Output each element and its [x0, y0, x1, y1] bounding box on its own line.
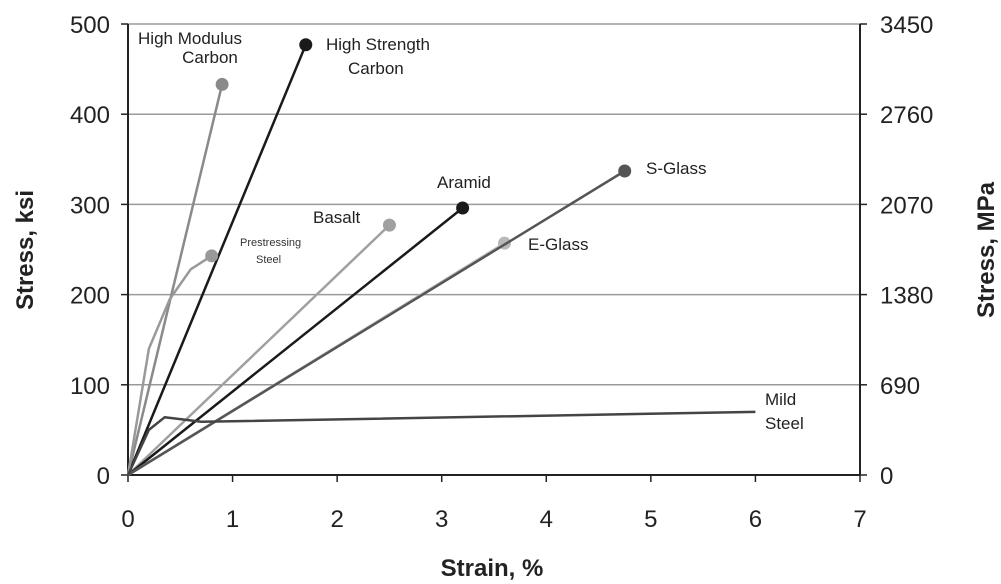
- y2-tick-label: 1380: [880, 283, 933, 310]
- y2-tick-label: 690: [880, 373, 920, 400]
- series-label-e-glass: E-Glass: [528, 235, 588, 254]
- end-marker-high-modulus-carbon: [215, 77, 229, 91]
- series-line-s-glass: [127, 169, 626, 477]
- series-label-mild-steel: Mild: [765, 390, 796, 409]
- y-tick-label: 100: [70, 373, 110, 400]
- end-marker-basalt: [382, 218, 396, 232]
- x-axis-title: Strain, %: [441, 555, 544, 582]
- gridlines: [128, 23, 860, 386]
- y2-tick-label: 2760: [880, 102, 933, 129]
- x-tick-label: 3: [435, 506, 448, 533]
- y2-tick-label: 0: [880, 463, 893, 490]
- x-tick-label: 5: [644, 506, 657, 533]
- y2-tick-label: 2070: [880, 192, 933, 219]
- y2-axis-title: Stress, MPa: [973, 181, 1000, 318]
- axes: [121, 23, 867, 482]
- series-line-high-modulus-carbon: [126, 84, 224, 476]
- series-line-aramid: [127, 207, 464, 476]
- x-tick-label: 7: [853, 506, 866, 533]
- series-label-aramid: Aramid: [437, 173, 491, 192]
- series-label-s-glass: S-Glass: [646, 159, 706, 178]
- x-tick-label: 0: [121, 506, 134, 533]
- series-group: [126, 38, 756, 477]
- y-tick-label: 300: [70, 192, 110, 219]
- series-label-prestressing-steel: Steel: [256, 254, 281, 266]
- series-label-basalt: Basalt: [313, 208, 361, 227]
- end-marker-aramid: [456, 201, 470, 215]
- y-tick-label: 200: [70, 283, 110, 310]
- series-line-basalt: [127, 224, 391, 476]
- x-tick-label: 4: [540, 506, 553, 533]
- y-tick-label: 0: [97, 463, 110, 490]
- end-marker-prestressing-steel: [205, 249, 219, 263]
- x-tick-label: 1: [226, 506, 239, 533]
- y-tick-label: 400: [70, 102, 110, 129]
- end-marker-s-glass: [618, 164, 632, 178]
- series-label-prestressing-steel: Prestressing: [240, 237, 301, 249]
- series-label-high-modulus-carbon: High Modulus: [138, 29, 242, 48]
- tick-labels: 0 100 200 300 400 500 0 690 1380 2070 2760 3450 0 1 2 3…: [70, 12, 933, 533]
- series-line-mild-steel: [126, 410, 756, 476]
- x-tick-label: 6: [749, 506, 762, 533]
- series-line-prestressing-steel: [126, 254, 213, 476]
- y2-tick-label: 3450: [880, 12, 933, 39]
- series-label-high-strength-carbon: High Strength: [326, 35, 430, 54]
- y-tick-label: 500: [70, 12, 110, 39]
- series-label-mild-steel: Steel: [765, 414, 804, 433]
- series-line-high-strength-carbon: [126, 44, 307, 476]
- end-marker-high-strength-carbon: [299, 38, 313, 52]
- y-axis-title: Stress, ksi: [12, 190, 39, 310]
- series-label-high-modulus-carbon: Carbon: [182, 48, 238, 67]
- series-label-high-strength-carbon: Carbon: [348, 59, 404, 78]
- x-tick-label: 2: [330, 506, 343, 533]
